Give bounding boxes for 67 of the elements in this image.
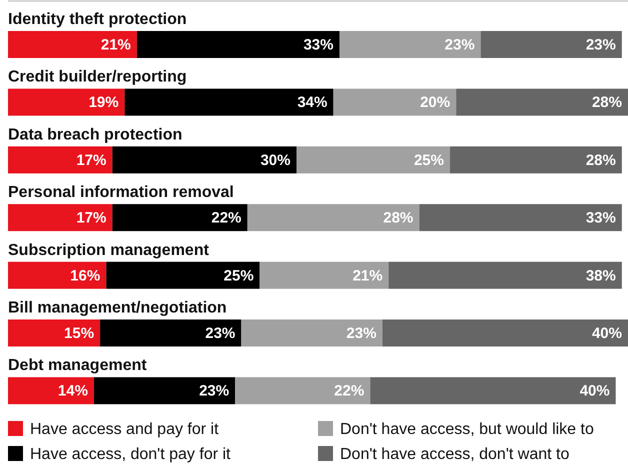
- data-label: 30%: [260, 152, 291, 169]
- bar: [333, 88, 456, 116]
- bar: [260, 262, 389, 289]
- y-tick-label: Personal information removal: [8, 184, 234, 202]
- bar: [480, 31, 622, 58]
- data-label: 15%: [64, 325, 94, 342]
- data-label: 33%: [303, 36, 334, 54]
- bar: [8, 146, 112, 174]
- data-label: 22%: [334, 382, 364, 400]
- data-label: 40%: [592, 325, 622, 342]
- data-label: 23%: [199, 382, 230, 400]
- bar: [8, 31, 137, 58]
- y-tick-label: Subscription management: [8, 242, 210, 259]
- bar: [241, 320, 382, 346]
- bar: [370, 377, 616, 404]
- data-label: 16%: [70, 267, 100, 284]
- bar: [8, 88, 125, 116]
- data-label: 23%: [586, 36, 616, 54]
- bar: [8, 204, 112, 232]
- bar: [8, 262, 106, 289]
- bar: [8, 320, 100, 346]
- bar: [136, 31, 340, 58]
- legend-label: Have access, don't pay for it: [30, 446, 232, 463]
- bar: [235, 377, 370, 404]
- bar: [106, 262, 260, 289]
- data-label: 33%: [586, 210, 616, 227]
- bar: [112, 204, 248, 232]
- data-label: 20%: [420, 94, 450, 112]
- legend-label: Don't have access, but would like to: [340, 421, 594, 438]
- data-label: 28%: [586, 152, 616, 169]
- bar: [296, 146, 450, 174]
- y-tick-label: Bill management/negotiation: [8, 300, 227, 316]
- data-label: 19%: [88, 94, 119, 112]
- data-label: 25%: [414, 152, 444, 169]
- data-label: 38%: [586, 267, 616, 284]
- bar: [419, 204, 622, 232]
- data-label: 17%: [76, 152, 106, 169]
- data-label: 25%: [224, 267, 254, 284]
- bar: [388, 262, 622, 289]
- data-label: 23%: [205, 325, 236, 342]
- data-label: 40%: [580, 382, 610, 400]
- legend-label: Don't have access, don't want to: [340, 446, 570, 463]
- data-label: 21%: [352, 267, 383, 284]
- data-label: 28%: [592, 94, 622, 112]
- y-tick-label: Debt management: [8, 357, 148, 374]
- y-tick-label: Identity theft protection: [8, 11, 187, 28]
- bar: [8, 377, 94, 404]
- y-tick-label: Credit builder/reporting: [8, 68, 187, 86]
- bar: [456, 88, 628, 116]
- data-label: 21%: [100, 36, 131, 54]
- bar: [450, 146, 622, 174]
- data-label: 23%: [346, 325, 376, 342]
- bar: [112, 146, 297, 174]
- data-label: 14%: [58, 382, 88, 400]
- legend-label: Have access and pay for it: [30, 421, 220, 438]
- bar: [247, 204, 420, 232]
- y-tick-label: Data breach protection: [8, 126, 182, 144]
- data-label: 22%: [211, 210, 242, 227]
- bar: [100, 320, 242, 346]
- bar: [94, 377, 236, 404]
- bar: [382, 320, 628, 346]
- data-label: 23%: [444, 36, 475, 54]
- data-label: 17%: [76, 210, 106, 227]
- data-label: 34%: [297, 94, 328, 112]
- data-label: 28%: [383, 210, 414, 227]
- bar: [124, 88, 334, 116]
- bar: [339, 31, 481, 58]
